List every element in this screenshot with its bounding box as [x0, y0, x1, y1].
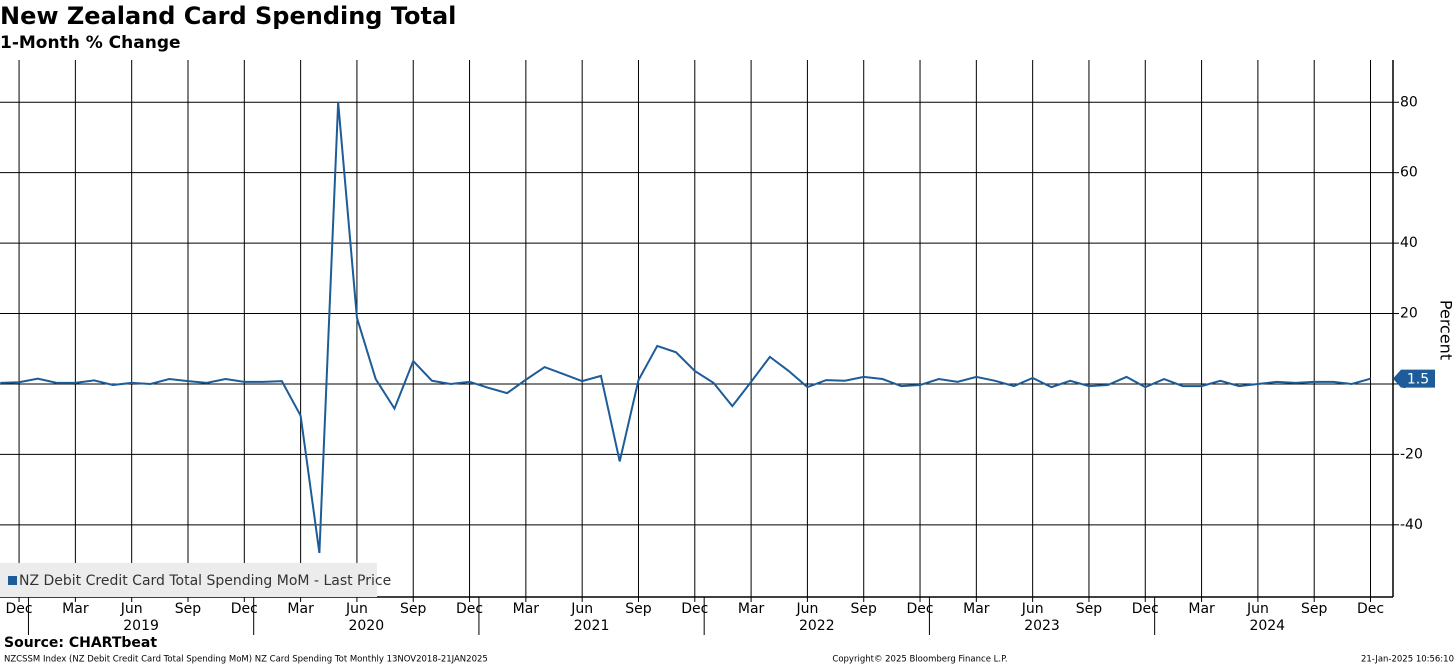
- x-tick-label: Dec: [231, 601, 258, 617]
- y-tick-label: 60: [1400, 165, 1418, 181]
- year-label: 2019: [123, 618, 159, 634]
- x-tick-label: Dec: [1132, 601, 1159, 617]
- x-tick-label: Jun: [120, 601, 143, 617]
- x-tick-label: Dec: [456, 601, 483, 617]
- x-tick-label: Jun: [795, 601, 818, 617]
- x-tick-label: Sep: [175, 601, 202, 617]
- y-tick-label: 40: [1400, 235, 1418, 251]
- y-tick-label: 80: [1400, 94, 1418, 110]
- source: Source: CHARTbeat: [4, 635, 157, 651]
- legend-box: [0, 563, 377, 597]
- last-price-label: 1.5: [1407, 372, 1429, 388]
- x-tick-label: Jun: [1246, 601, 1269, 617]
- chart-subtitle: 1-Month % Change: [0, 33, 181, 53]
- y-axis-label: Percent: [1437, 300, 1456, 360]
- last-price-flag: [1393, 369, 1435, 388]
- x-tick-label: Sep: [851, 601, 878, 617]
- x-tick-label: Sep: [400, 601, 427, 617]
- year-label: 2024: [1249, 618, 1285, 634]
- x-tick-label: Dec: [906, 601, 933, 617]
- x-tick-label: Mar: [513, 601, 540, 617]
- data-line: [0, 102, 1371, 554]
- chart-title: New Zealand Card Spending Total: [0, 2, 456, 30]
- x-tick-label: Sep: [1076, 601, 1103, 617]
- footer-center: Copyright© 2025 Bloomberg Finance L.P.: [832, 655, 1007, 665]
- x-tick-label: Jun: [570, 601, 593, 617]
- year-label: 2022: [799, 618, 835, 634]
- x-tick-label: Mar: [738, 601, 765, 617]
- x-tick-label: Mar: [62, 601, 89, 617]
- x-tick-label: Sep: [625, 601, 652, 617]
- x-tick-label: Mar: [1188, 601, 1215, 617]
- x-tick-label: Mar: [963, 601, 990, 617]
- x-tick-label: Mar: [287, 601, 314, 617]
- x-tick-label: Dec: [681, 601, 708, 617]
- legend-swatch: [8, 576, 17, 585]
- y-tick-label: 20: [1400, 306, 1418, 322]
- y-tick-label: -20: [1400, 446, 1423, 462]
- legend-label: NZ Debit Credit Card Total Spending MoM …: [19, 573, 391, 589]
- footer-left: NZCSSM Index (NZ Debit Credit Card Total…: [4, 655, 488, 665]
- year-label: 2020: [348, 618, 384, 634]
- footer-right: 21-Jan-2025 10:56:10: [1361, 655, 1454, 665]
- year-label: 2023: [1024, 618, 1060, 634]
- x-tick-label: Dec: [1357, 601, 1384, 617]
- x-tick-label: Dec: [6, 601, 33, 617]
- x-tick-label: Jun: [1021, 601, 1044, 617]
- x-tick-label: Jun: [345, 601, 368, 617]
- year-label: 2021: [574, 618, 610, 634]
- x-tick-label: Sep: [1301, 601, 1328, 617]
- y-tick-label: -40: [1400, 517, 1423, 533]
